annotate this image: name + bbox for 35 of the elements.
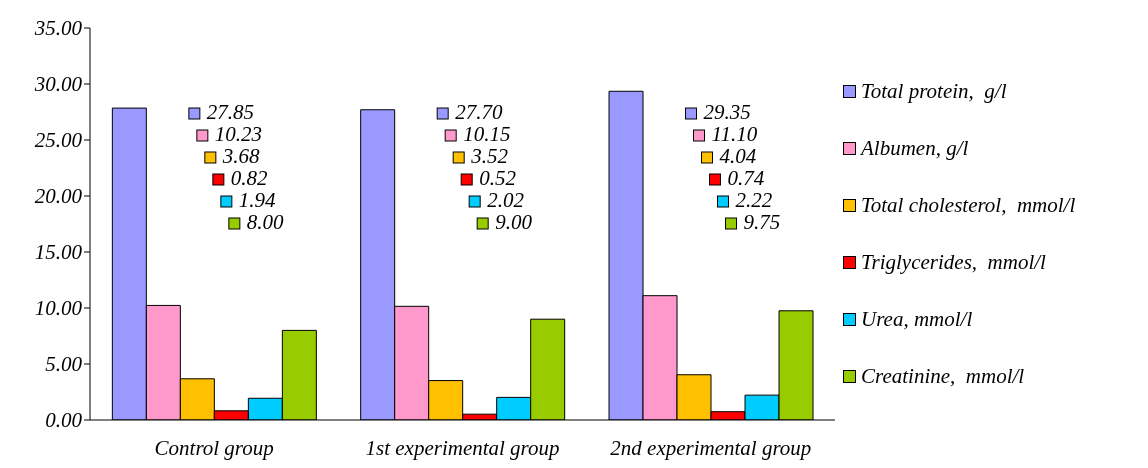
text: 0.52 [479, 166, 516, 190]
text: 11.10 [711, 122, 758, 146]
legend-label: Total cholesterol, mmol/l [861, 193, 1076, 218]
text: 4.04 [719, 144, 757, 168]
text: 29.35 [703, 100, 751, 124]
text: 3.52 [471, 144, 508, 168]
x-tick-label: 2nd experimental group [610, 435, 812, 460]
text: 3.68 [222, 144, 260, 168]
text: 9.00 [495, 210, 532, 234]
text: 2.02 [487, 188, 524, 212]
text: 27.70 [455, 100, 503, 124]
legend-label: Creatinine, mmol/l [861, 364, 1025, 389]
x-tick-label: 1st experimental group [365, 435, 560, 460]
text: 0.74 [727, 166, 765, 190]
text: 27.85 [206, 100, 255, 124]
text: 2.22 [735, 188, 773, 212]
legend-label: Triglycerides, mmol/l [861, 250, 1046, 275]
text: 8.00 [246, 210, 284, 234]
text: 0.82 [230, 166, 268, 190]
text: 9.75 [743, 210, 781, 234]
y-tick-label: 30.00 [33, 72, 83, 97]
y-tick-label: 15.00 [34, 240, 83, 265]
x-tick-label: Control group [154, 435, 274, 460]
y-tick-label: 0.00 [45, 408, 83, 433]
text: 10.15 [463, 122, 511, 146]
y-tick-label: 20.00 [34, 184, 83, 209]
y-tick-label: 25.00 [34, 128, 83, 153]
legend-label: Urea, mmol/l [861, 307, 973, 332]
legend-label: Total protein, g/l [861, 79, 1007, 104]
legend-label: Albumen, g/l [861, 136, 969, 161]
y-tick-label: 35.00 [33, 16, 83, 41]
y-tick-label: 10.00 [34, 296, 83, 321]
text: 1.94 [238, 188, 276, 212]
text: 10.23 [214, 122, 263, 146]
y-tick-label: 5.00 [45, 352, 83, 377]
